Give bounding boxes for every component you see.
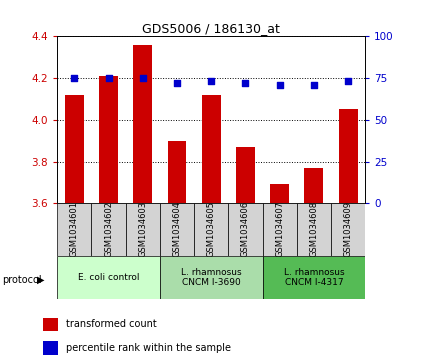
Bar xyxy=(202,95,220,203)
Bar xyxy=(160,203,194,256)
Text: protocol: protocol xyxy=(2,275,42,285)
Bar xyxy=(236,147,255,203)
Text: GSM1034602: GSM1034602 xyxy=(104,200,113,257)
Point xyxy=(345,78,352,84)
Point xyxy=(173,80,180,86)
Point xyxy=(139,75,146,81)
Point xyxy=(71,75,78,81)
Text: GSM1034607: GSM1034607 xyxy=(275,200,284,257)
Bar xyxy=(43,318,59,331)
Title: GDS5006 / 186130_at: GDS5006 / 186130_at xyxy=(142,22,280,35)
Point xyxy=(310,82,317,87)
Point xyxy=(276,82,283,87)
Point xyxy=(105,75,112,81)
Bar xyxy=(339,109,358,203)
Text: GSM1034608: GSM1034608 xyxy=(309,200,319,257)
Text: GSM1034606: GSM1034606 xyxy=(241,200,250,257)
Bar xyxy=(57,203,92,256)
Bar xyxy=(297,203,331,256)
Text: L. rhamnosus
CNCM I-4317: L. rhamnosus CNCM I-4317 xyxy=(283,268,344,287)
Point xyxy=(208,78,215,84)
Bar xyxy=(92,203,126,256)
Bar xyxy=(270,184,289,203)
Bar xyxy=(263,256,365,299)
Bar xyxy=(133,45,152,203)
Bar xyxy=(65,95,84,203)
Text: L. rhamnosus
CNCM I-3690: L. rhamnosus CNCM I-3690 xyxy=(181,268,242,287)
Bar xyxy=(160,256,263,299)
Bar xyxy=(304,168,323,203)
Text: GSM1034603: GSM1034603 xyxy=(138,200,147,257)
Text: ▶: ▶ xyxy=(37,275,44,285)
Text: E. coli control: E. coli control xyxy=(78,273,139,282)
Bar xyxy=(126,203,160,256)
Bar xyxy=(331,203,365,256)
Bar xyxy=(43,342,59,355)
Bar xyxy=(57,256,160,299)
Bar xyxy=(99,76,118,203)
Text: percentile rank within the sample: percentile rank within the sample xyxy=(66,343,231,353)
Bar xyxy=(194,203,228,256)
Bar xyxy=(263,203,297,256)
Point xyxy=(242,80,249,86)
Text: GSM1034604: GSM1034604 xyxy=(172,200,181,257)
Text: transformed count: transformed count xyxy=(66,319,157,330)
Text: GSM1034605: GSM1034605 xyxy=(207,200,216,257)
Text: GSM1034609: GSM1034609 xyxy=(344,200,352,257)
Text: GSM1034601: GSM1034601 xyxy=(70,200,79,257)
Bar xyxy=(228,203,263,256)
Bar xyxy=(168,140,187,203)
